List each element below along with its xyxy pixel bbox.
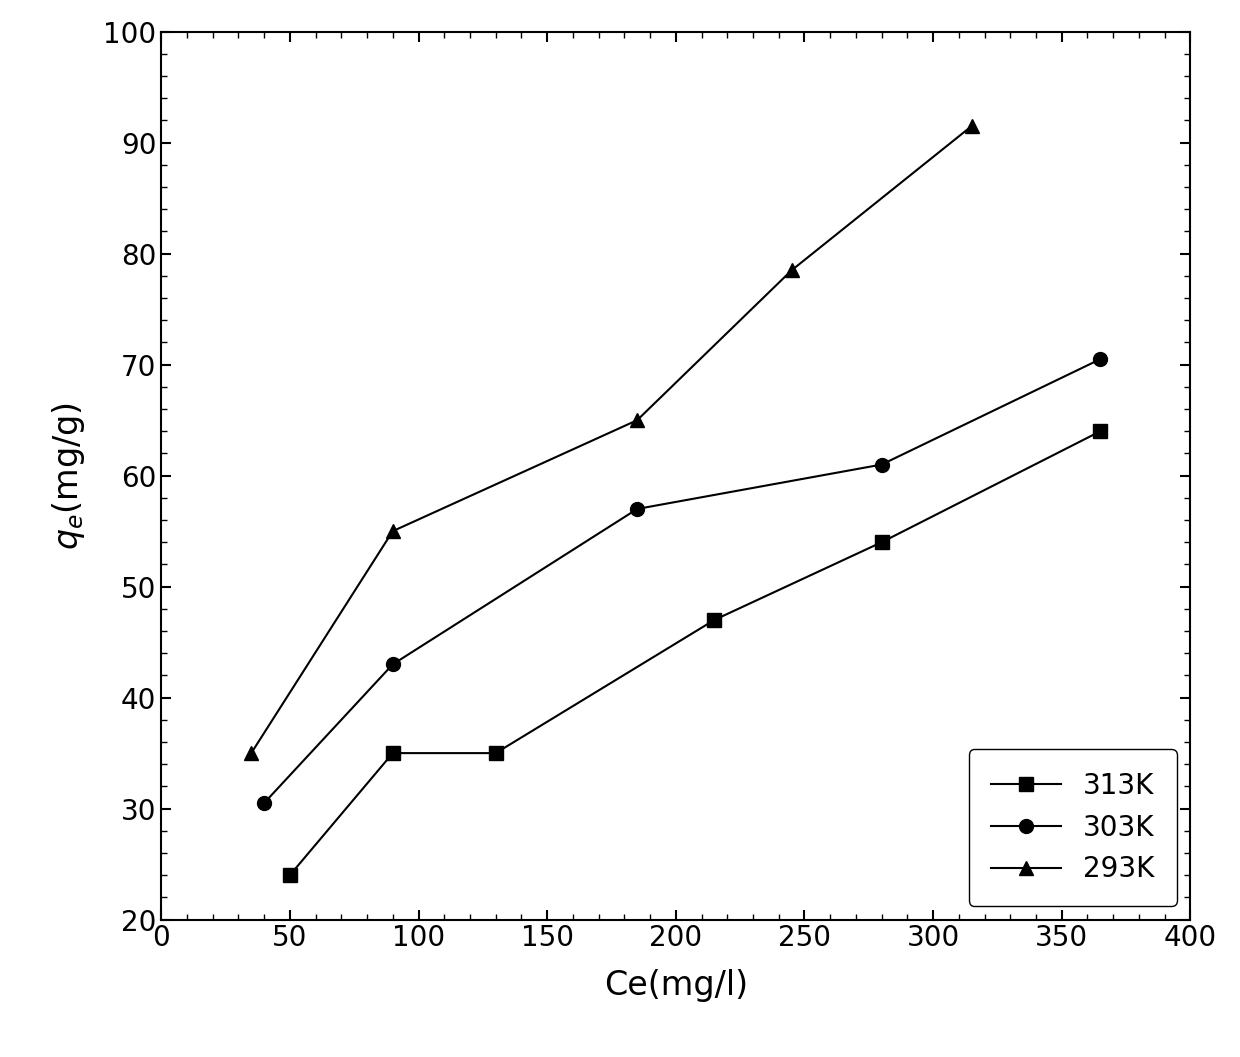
293K [630,413,645,426]
303K [257,797,272,810]
Legend: 313K, 303K, 293K: 313K, 303K, 293K [968,749,1177,906]
Line: 313K: 313K [283,424,1107,883]
293K [784,264,799,277]
313K [1092,425,1107,438]
293K [386,524,401,537]
Line: 303K: 303K [257,352,1107,810]
Line: 293K: 293K [244,119,978,760]
303K [1092,353,1107,366]
293K [244,746,259,759]
X-axis label: Ce(mg/l): Ce(mg/l) [604,969,748,1002]
313K [283,869,298,882]
303K [386,657,401,670]
313K [489,746,503,759]
303K [874,458,889,470]
Y-axis label: $q_e$(mg/g): $q_e$(mg/g) [50,402,87,550]
303K [630,502,645,515]
313K [707,613,722,626]
313K [874,536,889,549]
313K [386,746,401,759]
293K [965,119,980,132]
